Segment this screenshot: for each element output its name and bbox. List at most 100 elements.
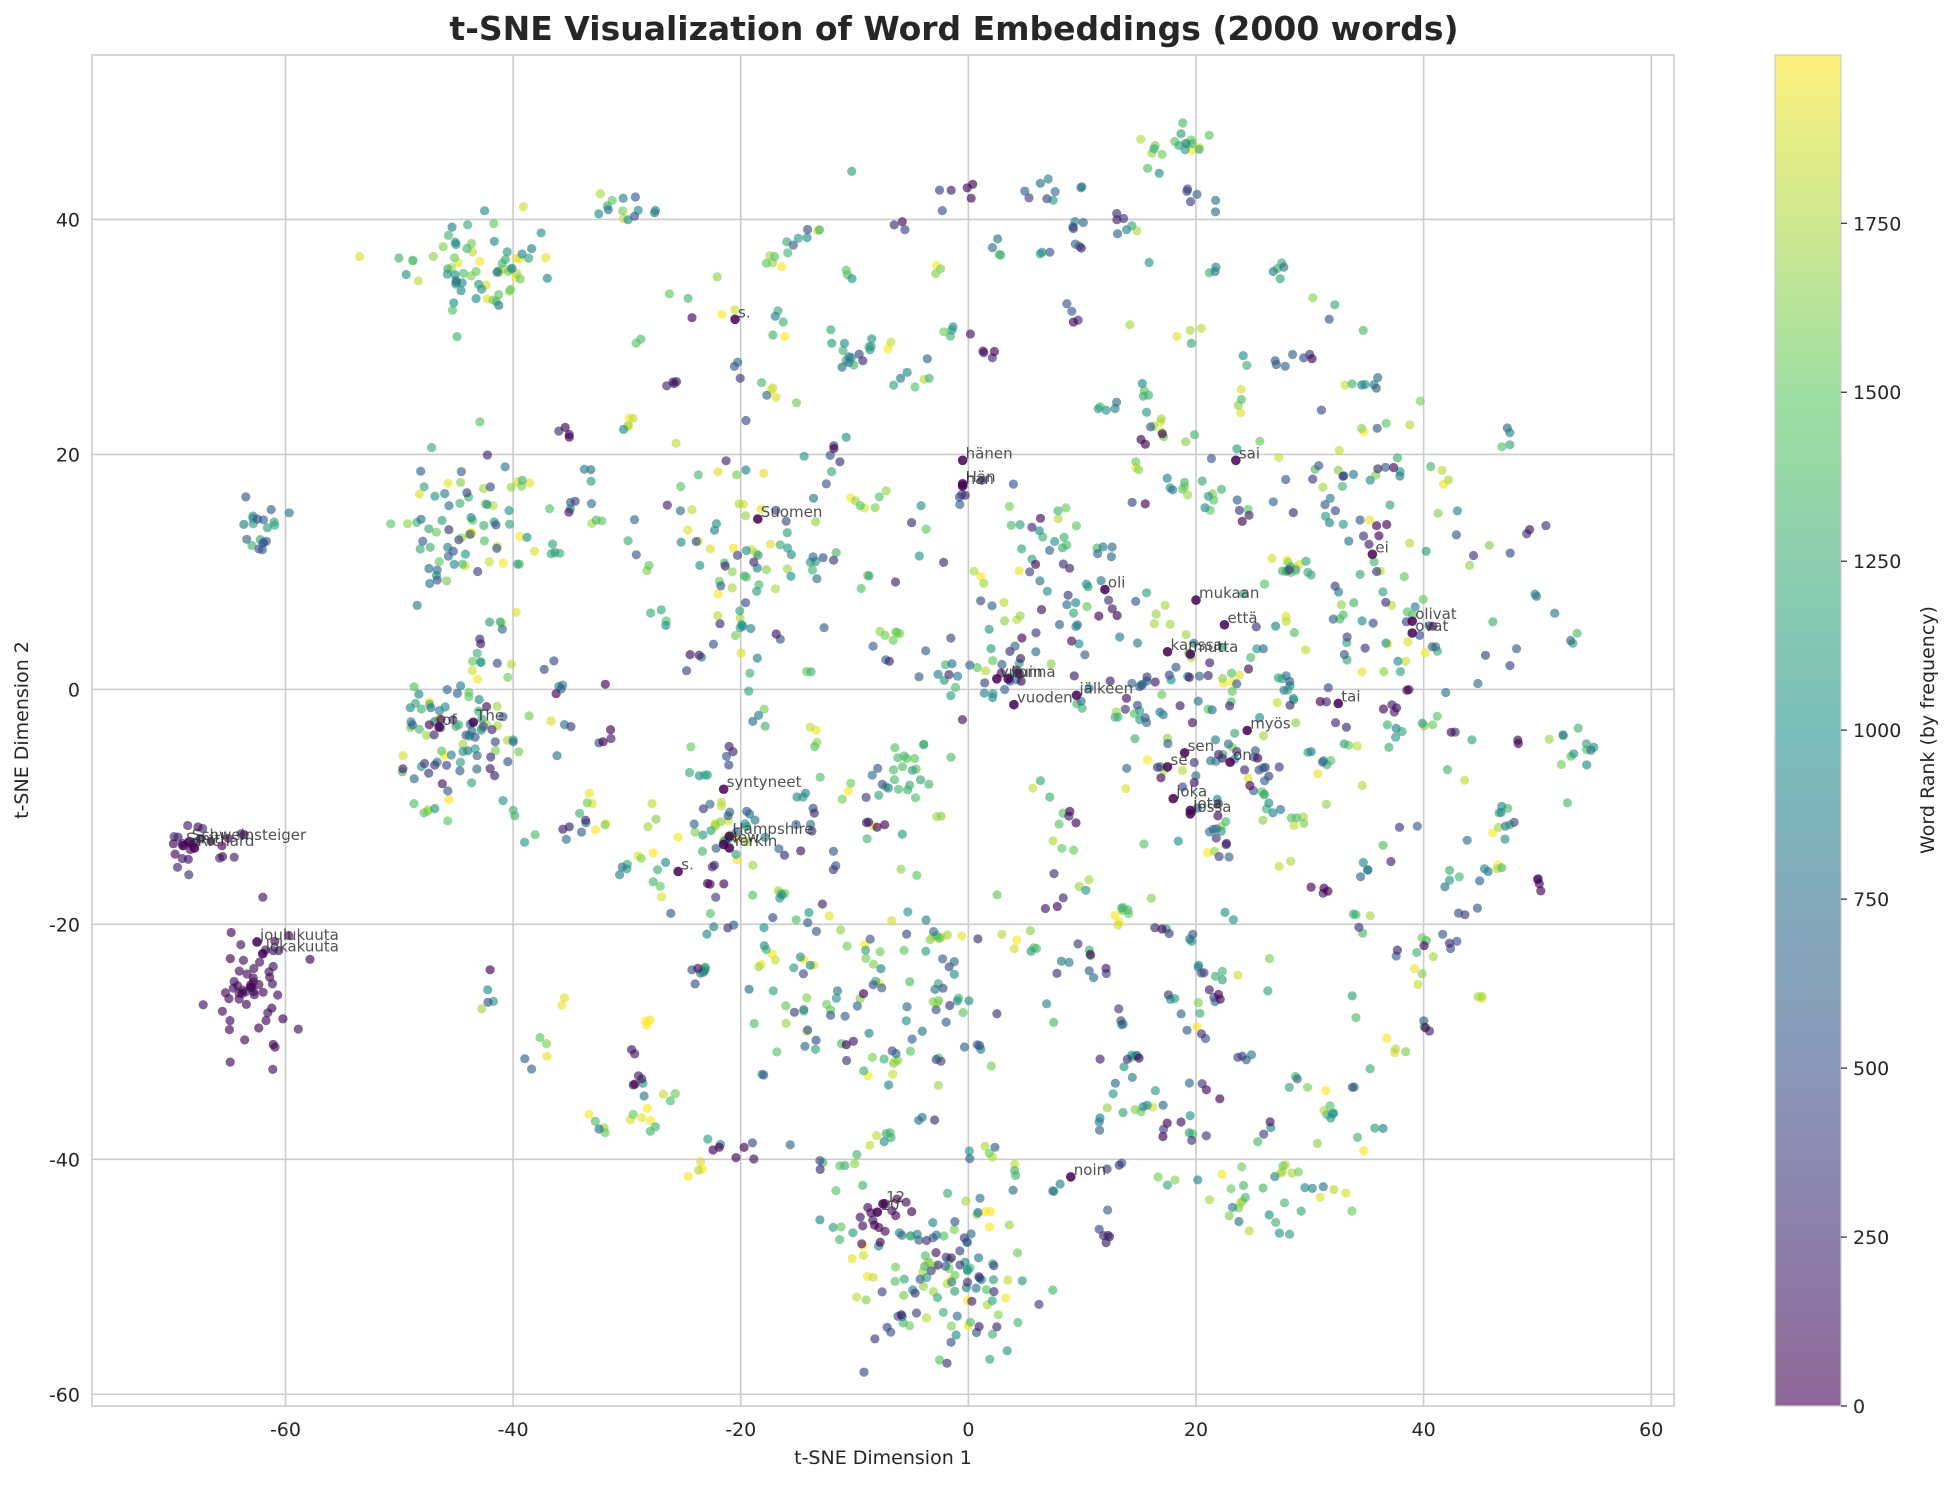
scatter-point [1291, 565, 1301, 575]
scatter-point [440, 489, 450, 499]
scatter-point [1468, 550, 1479, 561]
scatter-point [1068, 222, 1078, 232]
annotated-point [1407, 628, 1418, 638]
scatter-point [618, 193, 628, 203]
scatter-point [1196, 1029, 1207, 1039]
scatter-point [1268, 497, 1278, 507]
annotated-point [1407, 616, 1418, 627]
scatter-point [224, 994, 234, 1004]
x-tick-label: -20 [725, 1419, 756, 1441]
scatter-point [1313, 769, 1323, 779]
scatter-point [233, 981, 243, 991]
scatter-point [1497, 801, 1507, 811]
scatter-point [730, 305, 740, 315]
scatter-point [1318, 482, 1328, 492]
scatter-point [1113, 712, 1123, 722]
scatter-point [752, 653, 762, 663]
scatter-point [972, 662, 982, 673]
scatter-point [1365, 1064, 1375, 1074]
scatter-point [759, 704, 769, 714]
scatter-point [1415, 630, 1425, 641]
scatter-point [893, 784, 904, 794]
scatter-point [1329, 1184, 1339, 1195]
scatter-point [865, 934, 875, 944]
scatter-point [1445, 865, 1455, 876]
scatter-point [815, 772, 825, 782]
annotated-point [1100, 584, 1110, 595]
scatter-point [837, 794, 847, 804]
scatter-point [914, 672, 924, 682]
scatter-point [949, 969, 959, 979]
scatter-point [886, 337, 896, 347]
scatter-point [1358, 531, 1369, 541]
x-axis-label: t-SNE Dimension 1 [794, 1447, 972, 1469]
scatter-point [1002, 1346, 1012, 1356]
scatter-point [1184, 672, 1194, 683]
scatter-point [183, 854, 193, 864]
scatter-point [1005, 646, 1015, 657]
scatter-point [485, 617, 495, 627]
scatter-point [430, 760, 440, 770]
scatter-point [515, 531, 525, 542]
scatter-point [997, 929, 1007, 939]
scatter-point [456, 467, 466, 477]
scatter-point [804, 907, 814, 918]
scatter-point [744, 686, 754, 696]
scatter-point [218, 852, 228, 862]
scatter-point [489, 236, 499, 246]
scatter-point [444, 794, 454, 805]
scatter-point [782, 528, 792, 538]
scatter-point [1358, 325, 1368, 335]
scatter-point [964, 1146, 974, 1156]
scatter-point [665, 1096, 676, 1106]
scatter-point [623, 536, 633, 546]
scatter-point [195, 834, 206, 844]
scatter-point [760, 721, 770, 731]
scatter-point [1264, 798, 1274, 808]
scatter-point [443, 786, 453, 796]
scatter-point [821, 479, 831, 489]
scatter-point [1217, 1169, 1227, 1179]
scatter-point [910, 1288, 920, 1298]
scatter-point [1072, 620, 1083, 630]
scatter-point [269, 517, 279, 527]
scatter-point [1214, 852, 1224, 862]
scatter-point [266, 505, 276, 515]
scatter-point [457, 559, 468, 569]
scatter-point [1384, 742, 1394, 753]
scatter-point [1292, 1074, 1302, 1084]
scatter-point [1122, 763, 1132, 773]
scatter-point [1114, 1160, 1124, 1170]
scatter-point [1224, 852, 1234, 862]
scatter-point [930, 1115, 940, 1125]
scatter-point [618, 424, 629, 434]
scatter-point [1176, 1009, 1186, 1019]
scatter-point [1264, 771, 1274, 781]
scatter-point [1339, 739, 1349, 749]
scatter-point [1189, 638, 1199, 648]
scatter-point [1045, 545, 1055, 556]
scatter-point [254, 544, 264, 554]
scatter-point [1142, 672, 1152, 682]
scatter-point [1300, 1183, 1310, 1193]
scatter-point [1080, 650, 1090, 660]
scatter-point [1034, 526, 1044, 536]
scatter-point [875, 947, 885, 957]
scatter-point [664, 289, 675, 299]
scatter-point [735, 373, 745, 383]
scatter-point [964, 996, 974, 1006]
annotated-point [1219, 619, 1230, 630]
scatter-point [1154, 168, 1164, 178]
scatter-point [920, 1261, 930, 1271]
scatter-point [799, 451, 809, 461]
scatter-point [524, 711, 534, 721]
scatter-point [594, 1124, 604, 1134]
scatter-point [1067, 306, 1077, 316]
scatter-point [1095, 1054, 1105, 1064]
scatter-point [1110, 1078, 1120, 1088]
scatter-point [511, 607, 521, 617]
scatter-point [788, 240, 798, 250]
scatter-point [1142, 407, 1152, 417]
scatter-point [1187, 1135, 1197, 1145]
